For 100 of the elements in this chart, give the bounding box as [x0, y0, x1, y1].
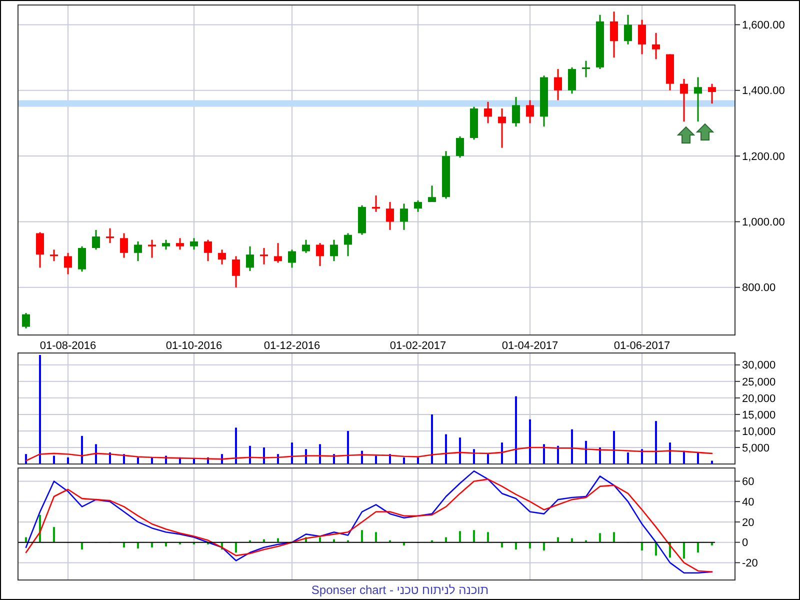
- candlestick: [246, 246, 254, 272]
- y-tick-label: 1,600.00: [742, 20, 785, 32]
- bar: [599, 533, 601, 542]
- bar: [641, 542, 643, 550]
- bar: [81, 542, 83, 550]
- candlestick: [78, 246, 86, 272]
- x-tick-label: 01-08-2016: [40, 340, 96, 352]
- candlestick: [638, 19, 646, 56]
- bar: [319, 537, 321, 542]
- y-tick-label: 15,000: [742, 409, 776, 422]
- bar: [375, 532, 377, 542]
- y-tick-label: 20,000: [742, 392, 776, 405]
- y-tick-label: -20: [742, 558, 758, 570]
- candlestick: [554, 68, 562, 101]
- candlestick: [232, 255, 240, 288]
- bar: [487, 532, 489, 542]
- candlestick: [316, 242, 324, 267]
- bar: [403, 457, 405, 464]
- bar: [375, 456, 377, 464]
- bar: [697, 542, 699, 553]
- candlestick: [484, 101, 492, 124]
- bar: [515, 396, 517, 464]
- candlestick: [400, 202, 408, 231]
- bar: [529, 542, 531, 548]
- bar: [347, 430, 349, 464]
- candlestick: [260, 247, 268, 266]
- x-tick-label: 01-04-2017: [502, 340, 558, 352]
- y-tick-label: 10,000: [742, 426, 776, 438]
- candlestick: [372, 194, 380, 213]
- bar: [137, 457, 139, 464]
- candlestick: [582, 60, 590, 78]
- candlestick: [162, 239, 170, 250]
- candlestick: [106, 228, 114, 244]
- candlestick: [302, 239, 310, 254]
- candlestick: [288, 248, 296, 268]
- candlestick: [652, 32, 660, 60]
- y-tick-label: 40: [742, 496, 754, 508]
- bar: [25, 537, 27, 542]
- bar: [697, 452, 699, 464]
- candlestick: [512, 96, 520, 128]
- x-tick-label: 01-12-2016: [264, 340, 320, 352]
- bar: [473, 530, 475, 542]
- y-tick-label: 20: [742, 516, 754, 529]
- bar: [417, 457, 419, 464]
- candlestick: [680, 78, 688, 122]
- y-tick-label: 1,200.00: [742, 150, 785, 163]
- y-tick-label: 0: [742, 537, 748, 550]
- bar: [95, 444, 97, 464]
- y-tick-label: 800.00: [742, 282, 776, 294]
- bar: [669, 442, 671, 464]
- candlestick: [64, 252, 72, 276]
- bar: [501, 442, 503, 464]
- bar: [641, 449, 643, 464]
- y-tick-label: 60: [742, 476, 754, 488]
- bar: [543, 444, 545, 464]
- bar: [137, 542, 139, 548]
- bar: [655, 542, 657, 556]
- bar: [361, 530, 363, 542]
- candlestick: [218, 248, 226, 266]
- bar: [319, 444, 321, 464]
- bar: [53, 527, 55, 542]
- bar: [235, 428, 237, 464]
- bar: [683, 542, 685, 559]
- candlestick: [22, 312, 30, 330]
- candlestick: [36, 231, 44, 268]
- candlestick: [92, 229, 100, 250]
- candlestick: [330, 239, 338, 262]
- bar: [53, 456, 55, 464]
- candlestick: [610, 10, 618, 58]
- candlestick: [428, 184, 436, 203]
- bar: [459, 531, 461, 542]
- bar: [445, 537, 447, 542]
- candlestick: [386, 201, 394, 231]
- candlestick: [624, 14, 632, 46]
- candlestick: [526, 99, 534, 124]
- bar: [613, 532, 615, 542]
- bar: [291, 442, 293, 464]
- bar: [627, 452, 629, 464]
- candlestick: [274, 242, 282, 264]
- y-tick-label: 30,000: [742, 360, 776, 372]
- candlestick: [148, 239, 156, 259]
- bar: [655, 421, 657, 464]
- y-tick-label: 25,000: [742, 376, 776, 388]
- bar: [193, 459, 195, 464]
- bar: [81, 436, 83, 464]
- candlestick: [414, 200, 422, 213]
- candlestick: [344, 232, 352, 257]
- bar: [39, 354, 41, 464]
- bar: [515, 542, 517, 550]
- candlestick: [190, 237, 198, 250]
- y-tick-label: 1,400.00: [742, 85, 785, 98]
- candlestick: [120, 232, 128, 259]
- bar: [543, 542, 545, 550]
- candlestick: [708, 83, 716, 104]
- bar: [613, 430, 615, 464]
- bar: [445, 434, 447, 464]
- candlestick: [134, 240, 142, 262]
- x-tick-label: 01-10-2016: [166, 340, 222, 352]
- candlestick: [204, 239, 212, 262]
- bar: [557, 537, 559, 542]
